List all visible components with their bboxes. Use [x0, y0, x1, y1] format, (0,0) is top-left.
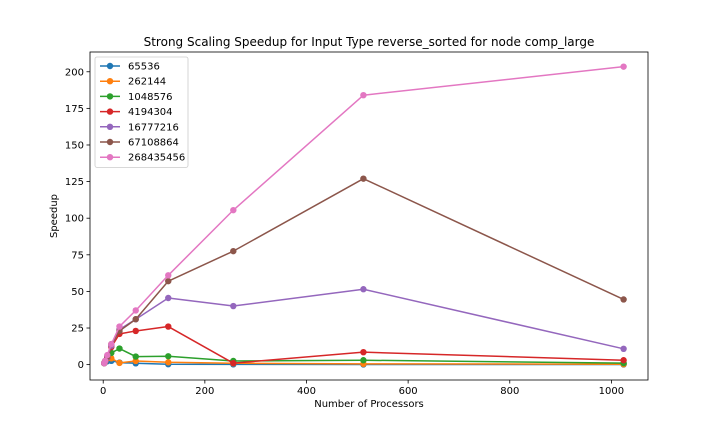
legend-box [94, 56, 189, 168]
data-point [360, 175, 367, 182]
plot-area [89, 51, 649, 381]
legend-item: 67108864 [100, 138, 179, 149]
data-point [165, 323, 172, 330]
x-tick-label: 0 [100, 386, 106, 397]
x-tick-label: 800 [500, 386, 519, 397]
series-layer [101, 63, 627, 368]
y-tick-label: 0 [78, 360, 84, 371]
data-point [104, 351, 111, 359]
y-tick-label: 100 [65, 214, 84, 225]
y-tick-label: 200 [65, 67, 84, 78]
plot-frame [89, 51, 649, 381]
series-line [103, 177, 624, 364]
data-point [108, 340, 115, 348]
data-point [360, 348, 367, 356]
x-tick-label: 400 [297, 386, 316, 397]
legend-label: 1048576 [128, 92, 173, 103]
legend-swatch-marker [106, 78, 114, 85]
x-axis: 0 200 400 600 800 1000 [100, 380, 624, 397]
data-point [132, 357, 139, 365]
legend-item: 262144 [100, 77, 166, 88]
data-point [230, 247, 237, 255]
legend-swatch-marker [106, 138, 114, 146]
legend-label: 4194304 [128, 107, 173, 118]
legend-label: 16777216 [128, 122, 179, 133]
data-point [165, 277, 172, 285]
data-point [230, 206, 237, 214]
data-point [620, 296, 627, 303]
x-tick-label: 600 [399, 386, 418, 397]
legend-label: 65536 [128, 62, 160, 73]
y-tick-label: 175 [65, 104, 84, 115]
data-point [620, 357, 627, 364]
legend-item: 268435456 [100, 153, 185, 164]
data-point [116, 359, 123, 367]
legend: 65536 262144 1048576 4194304 16777216 6710886… [94, 56, 189, 168]
data-point [165, 272, 172, 279]
data-point [165, 359, 172, 366]
data-point [132, 327, 139, 335]
legend-swatch-marker [106, 62, 114, 70]
legend-label: 262144 [128, 77, 166, 88]
y-axis-label: Speedup [49, 194, 60, 238]
legend-swatch-marker [106, 108, 114, 115]
data-point [360, 286, 367, 293]
y-tick-label: 25 [71, 324, 84, 335]
data-point [116, 323, 123, 330]
data-point [165, 353, 172, 360]
legend-swatch-marker [106, 123, 114, 130]
series-268435456 [101, 63, 627, 367]
legend-label: 67108864 [128, 138, 179, 149]
data-point [132, 353, 139, 360]
data-point [620, 63, 627, 70]
data-point [116, 345, 123, 352]
y-tick-label: 150 [65, 140, 84, 151]
data-point [165, 294, 172, 302]
legend-swatch-marker [106, 93, 114, 100]
data-point [102, 357, 109, 365]
legend-label: 268435456 [128, 153, 185, 164]
y-tick-label: 125 [65, 177, 84, 188]
legend-item: 16777216 [100, 122, 179, 133]
y-tick-label: 50 [71, 287, 84, 298]
data-point [230, 359, 237, 367]
legend-item: 1048576 [100, 92, 173, 103]
series-67108864 [101, 175, 627, 367]
y-tick-label: 75 [71, 250, 84, 261]
chart-title: Strong Scaling Speedup for Input Type re… [144, 35, 595, 49]
data-point [360, 91, 367, 99]
data-point [132, 316, 139, 323]
data-point [132, 307, 139, 314]
y-axis: 0 25 50 75 100 125 150 175 200 [65, 67, 90, 371]
legend-item: 4194304 [100, 107, 173, 118]
data-point [230, 302, 237, 310]
data-point [360, 357, 367, 364]
legend-swatch-marker [106, 154, 114, 161]
x-tick-label: 1000 [599, 386, 624, 397]
x-tick-label: 200 [195, 386, 214, 397]
data-point [620, 345, 627, 353]
legend-item: 65536 [100, 62, 160, 73]
x-axis-label: Number of Processors [314, 399, 424, 410]
